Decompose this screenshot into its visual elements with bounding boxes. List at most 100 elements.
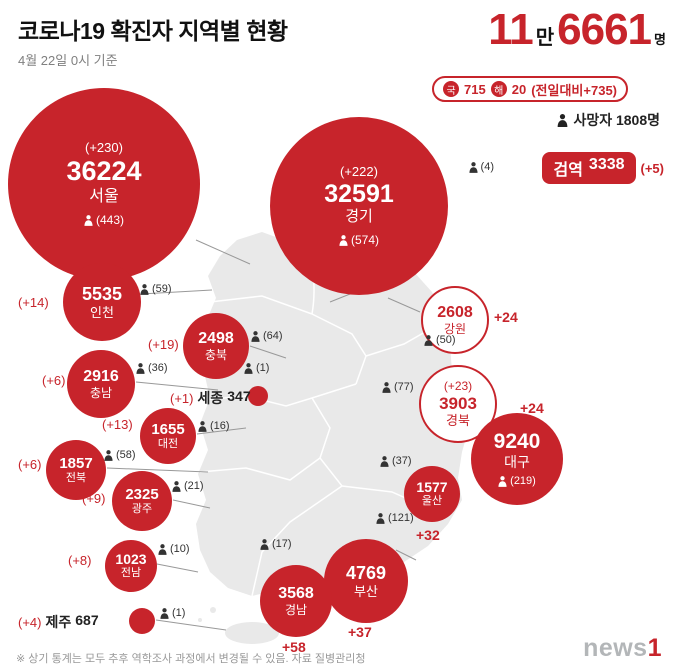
region-bubble-daegu: 9240 대구 (219) bbox=[471, 413, 563, 505]
quarantine-row: 검역 3338 (+5) bbox=[542, 152, 664, 184]
region-change-daejeon: (+13) bbox=[102, 417, 133, 432]
region-deaths: (219) bbox=[498, 475, 536, 488]
region-deaths-jeonbuk: (58) bbox=[104, 449, 136, 461]
region-deaths-gangwon: (50) bbox=[424, 334, 456, 346]
region-name: 서울 bbox=[89, 188, 119, 206]
region-name: 충북 bbox=[204, 348, 228, 362]
total-unit-people: 명 bbox=[654, 32, 666, 47]
region-name: 대구 bbox=[504, 454, 530, 471]
region-bubble-chungbuk: 2498 충북 bbox=[183, 313, 249, 379]
region-total: 1023 bbox=[115, 551, 147, 568]
region-deaths-count: (1) bbox=[256, 362, 270, 374]
region-name: 대전 bbox=[157, 438, 179, 451]
person-icon bbox=[380, 455, 389, 467]
national-deaths: 사망자 1808명 bbox=[557, 110, 660, 130]
region-bubble-seoul: (+230) 36224 서울 (443) bbox=[8, 88, 200, 280]
region-change-gyeongnam: +58 bbox=[282, 639, 306, 655]
region-bubble-sejong bbox=[248, 386, 268, 406]
quarantine-pill: 검역 3338 bbox=[542, 152, 636, 184]
region-name: 전남 bbox=[120, 567, 142, 580]
region-change-incheon: (+14) bbox=[18, 295, 49, 310]
region-deaths-busan: (121) bbox=[376, 512, 414, 524]
region-change: (+230) bbox=[85, 140, 123, 156]
deaths-label: 사망자 1808명 bbox=[573, 112, 660, 128]
region-name: 경기 bbox=[345, 208, 373, 226]
region-change-gwangju: (+9) bbox=[82, 491, 106, 506]
national-total: 11 만 6661 명 bbox=[488, 8, 666, 52]
person-icon bbox=[558, 113, 568, 127]
region-label-sejong: (+1) 세종 347 bbox=[170, 388, 251, 408]
person-icon bbox=[382, 381, 391, 393]
quarantine-change: (+5) bbox=[640, 160, 664, 176]
person-icon bbox=[424, 334, 433, 346]
region-bubble-gyeongnam: 3568 경남 bbox=[260, 565, 332, 637]
region-deaths-incheon: (59) bbox=[140, 283, 172, 295]
region-bubble-gangwon: 2608 강원 bbox=[421, 286, 489, 354]
person-icon bbox=[160, 607, 169, 619]
region-bubble-incheon: 5535 인천 bbox=[63, 263, 141, 341]
overseas-tag: 해 bbox=[490, 81, 507, 97]
region-name: 제주 bbox=[45, 614, 72, 630]
person-icon bbox=[260, 538, 269, 550]
region-deaths-count: (59) bbox=[152, 283, 172, 295]
person-icon bbox=[339, 235, 348, 247]
region-total: 5535 bbox=[81, 283, 123, 304]
region-deaths-count: (16) bbox=[210, 420, 230, 432]
region-bubble-jeonbuk: 1857 전북 bbox=[46, 440, 106, 500]
person-icon bbox=[498, 476, 507, 487]
region-deaths-gyeongbuk: (77) bbox=[382, 381, 414, 393]
total-unit-man: 만 bbox=[535, 27, 555, 49]
region-deaths-count: (36) bbox=[148, 362, 168, 374]
region-total: 2608 bbox=[437, 303, 473, 321]
daily-change: (전일대비+735) bbox=[531, 82, 617, 98]
region-change: (+23) bbox=[443, 379, 473, 394]
region-bubble-daejeon: 1655 대전 bbox=[140, 408, 196, 464]
region-total: 2916 bbox=[83, 367, 119, 385]
region-deaths-count: (443) bbox=[95, 213, 124, 228]
small-island bbox=[198, 618, 202, 622]
region-total: 9240 bbox=[493, 429, 541, 453]
region-total: 1655 bbox=[151, 420, 185, 438]
person-icon bbox=[136, 362, 145, 374]
region-change-jeonnam: (+8) bbox=[68, 553, 92, 568]
person-icon bbox=[84, 215, 93, 226]
region-total: 2325 bbox=[125, 485, 159, 503]
region-total: 2498 bbox=[198, 329, 234, 347]
total-num-man: 11 bbox=[488, 5, 534, 54]
region-name: 세종 bbox=[197, 390, 224, 406]
region-total: 347 bbox=[227, 388, 251, 404]
region-name-total-jeju: 제주 687 bbox=[45, 612, 98, 632]
quarantine-label: 검역 bbox=[553, 162, 583, 179]
region-deaths-count: (10) bbox=[170, 543, 190, 555]
region-deaths-count: (37) bbox=[392, 455, 412, 467]
region-bubble-busan: 4769 부산 bbox=[324, 539, 408, 623]
region-name: 전북 bbox=[65, 472, 87, 485]
region-change-ulsan: +32 bbox=[416, 527, 440, 543]
region-bubble-gyeonggi: (+222) 32591 경기 (574) bbox=[270, 117, 448, 295]
region-bubble-jeju bbox=[129, 608, 155, 634]
domestic-tag: 국 bbox=[443, 81, 460, 97]
region-deaths-count: (77) bbox=[394, 381, 414, 393]
region-name: 광주 bbox=[131, 503, 153, 516]
logo-news-text: news bbox=[583, 634, 648, 662]
region-bubble-gwangju: 2325 광주 bbox=[112, 471, 172, 531]
region-deaths-daejeon: (16) bbox=[198, 420, 230, 432]
region-name: 경북 bbox=[446, 413, 470, 429]
region-name: 강원 bbox=[443, 322, 467, 336]
region-name: 충남 bbox=[89, 386, 113, 400]
region-deaths-count: (21) bbox=[184, 480, 204, 492]
region-total: 3903 bbox=[439, 393, 477, 413]
region-change-busan: +37 bbox=[348, 624, 372, 640]
region-total: 4769 bbox=[345, 562, 387, 583]
region-deaths-jeonnam: (10) bbox=[158, 543, 190, 555]
region-deaths-gyeongnam: (17) bbox=[260, 538, 292, 550]
region-change-sejong: (+1) bbox=[170, 390, 194, 406]
region-name: 경남 bbox=[284, 603, 308, 617]
korea-map-silhouette bbox=[196, 228, 470, 598]
source-note: ※ 상기 통계는 모두 추후 역학조사 과정에서 변경될 수 있음. 자료 질병… bbox=[16, 653, 366, 665]
logo-one-text: 1 bbox=[647, 634, 662, 662]
region-bubble-chungnam: 2916 충남 bbox=[67, 350, 135, 418]
person-icon bbox=[198, 420, 207, 432]
person-icon bbox=[376, 512, 385, 524]
